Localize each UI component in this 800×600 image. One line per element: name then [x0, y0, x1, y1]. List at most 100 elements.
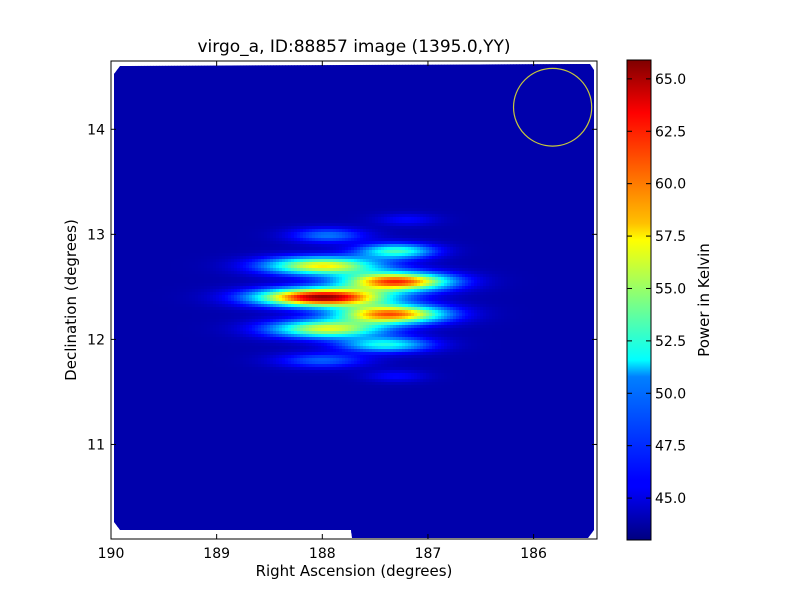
heatmap-cell: [267, 145, 271, 149]
heatmap-cell: [363, 97, 367, 101]
heatmap-cell: [531, 118, 535, 122]
heatmap-cell: [507, 115, 511, 119]
heatmap-cell: [423, 145, 427, 149]
heatmap-cell: [447, 88, 451, 92]
heatmap-cell: [324, 124, 328, 128]
heatmap-cell: [516, 97, 520, 101]
heatmap-cell: [507, 103, 511, 107]
heatmap-cell: [525, 127, 529, 131]
heatmap-cell: [585, 67, 589, 71]
heatmap-cell: [198, 88, 202, 92]
heatmap-cell: [465, 142, 469, 146]
heatmap-cell: [156, 124, 160, 128]
heatmap-cell: [249, 103, 253, 107]
heatmap-cell: [213, 97, 217, 101]
heatmap-cell: [234, 97, 238, 101]
heatmap-cell: [210, 94, 214, 98]
heatmap-cell: [363, 151, 367, 155]
heatmap-cell: [582, 79, 586, 83]
heatmap-cell: [213, 136, 217, 140]
heatmap-cell: [480, 124, 484, 128]
heatmap-cell: [324, 85, 328, 89]
heatmap-cell: [309, 115, 313, 119]
heatmap-cell: [384, 82, 388, 86]
heatmap-cell: [273, 97, 277, 101]
heatmap-cell: [438, 82, 442, 86]
heatmap-cell: [462, 142, 466, 146]
heatmap-cell: [276, 76, 280, 80]
heatmap-cell: [360, 88, 364, 92]
heatmap-cell: [537, 85, 541, 89]
heatmap-cell: [444, 106, 448, 110]
heatmap-cell: [249, 70, 253, 74]
heatmap-cell: [417, 112, 421, 116]
heatmap-cell: [261, 139, 265, 143]
heatmap-cell: [243, 85, 247, 89]
heatmap-cell: [330, 67, 334, 71]
heatmap-cell: [366, 127, 370, 131]
heatmap-cell: [411, 94, 415, 98]
heatmap-cell: [465, 91, 469, 95]
heatmap-cell: [123, 148, 127, 152]
heatmap-cell: [555, 91, 559, 95]
heatmap-cell: [207, 94, 211, 98]
heatmap-cell: [345, 73, 349, 77]
heatmap-cell: [390, 64, 394, 68]
heatmap-cell: [474, 88, 478, 92]
heatmap-cell: [126, 133, 130, 137]
heatmap-cell: [153, 112, 157, 116]
heatmap-cell: [156, 145, 160, 149]
heatmap-cell: [486, 73, 490, 77]
heatmap-cell: [330, 106, 334, 110]
heatmap-cell: [144, 76, 148, 80]
heatmap-cell: [351, 136, 355, 140]
heatmap-cell: [285, 151, 289, 155]
heatmap-cell: [303, 130, 307, 134]
heatmap-cell: [585, 127, 589, 131]
heatmap-cell: [525, 91, 529, 95]
heatmap-cell: [222, 115, 226, 119]
heatmap-cell: [426, 82, 430, 86]
heatmap-cell: [195, 79, 199, 83]
heatmap-cell: [483, 148, 487, 152]
heatmap-cell: [369, 121, 373, 125]
heatmap-cell: [228, 133, 232, 137]
heatmap-cell: [330, 142, 334, 146]
heatmap-cell: [405, 148, 409, 152]
heatmap-cell: [345, 91, 349, 95]
heatmap-cell: [591, 142, 594, 146]
heatmap-cell: [591, 67, 594, 71]
heatmap-cell: [459, 88, 463, 92]
heatmap-cell: [138, 142, 142, 146]
heatmap-cell: [315, 124, 319, 128]
heatmap-cell: [357, 112, 361, 116]
heatmap-cell: [399, 115, 403, 119]
heatmap-cell: [264, 88, 268, 92]
heatmap-cell: [357, 133, 361, 137]
heatmap-cell: [549, 82, 553, 86]
heatmap-cell: [381, 106, 385, 110]
heatmap-cell: [150, 82, 154, 86]
heatmap-cell: [234, 124, 238, 128]
heatmap-cell: [393, 67, 397, 71]
heatmap-cell: [477, 148, 481, 152]
heatmap-cell: [132, 109, 136, 113]
heatmap-cell: [243, 148, 247, 152]
heatmap-cell: [558, 79, 562, 83]
heatmap-cell: [258, 124, 262, 128]
heatmap-cell: [447, 148, 451, 152]
heatmap-cell: [549, 103, 553, 107]
heatmap-cell: [537, 136, 541, 140]
heatmap-cell: [351, 106, 355, 110]
heatmap-cell: [354, 100, 358, 104]
heatmap-cell: [156, 85, 160, 89]
heatmap-cell: [387, 100, 391, 104]
heatmap-cell: [261, 64, 265, 68]
heatmap-cell: [381, 94, 385, 98]
heatmap-cell: [513, 103, 517, 107]
heatmap-cell: [339, 145, 343, 149]
heatmap-cell: [570, 88, 574, 92]
heatmap-cell: [390, 115, 394, 119]
heatmap-cell: [405, 151, 409, 155]
heatmap-cell: [390, 148, 394, 152]
